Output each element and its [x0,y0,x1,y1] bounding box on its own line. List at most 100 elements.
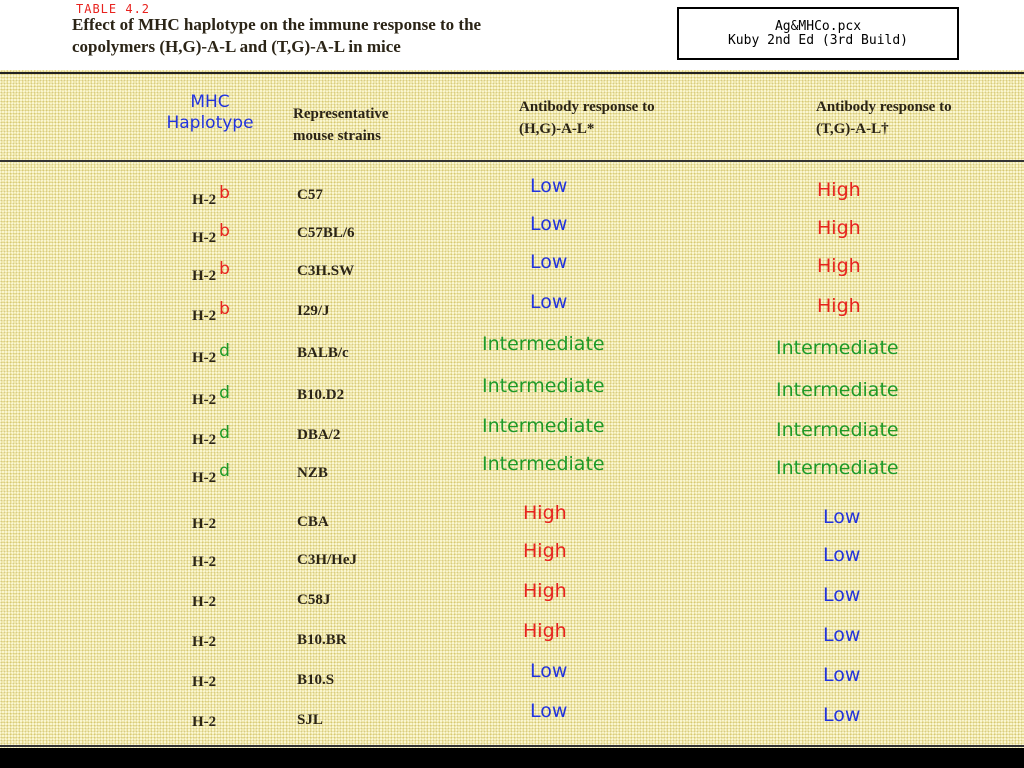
haplotype-cell: H-2 [192,674,216,691]
hg-response-cell: Low [530,291,568,313]
hg-response-cell: Low [530,700,568,722]
haplotype-text: H-2 [192,516,217,532]
haplotype-text: H-2 [192,308,217,324]
strain-cell: C57 [297,187,323,203]
tg-response-cell: High [817,295,861,317]
hg-response-cell: Low [530,213,568,235]
haplotype-allele: d [219,383,230,403]
column-header-mhc-line-2: Haplotype [166,113,254,133]
table-title-line-1: Effect of MHC haplotype on the immune re… [72,15,482,34]
tg-response-cell: Low [823,624,861,646]
haplotype-cell: H-2 b [192,221,230,247]
haplotype-text: H-2 [192,470,217,486]
strain-cell: C57BL/6 [297,225,355,241]
haplotype-allele: b [219,299,230,319]
hg-response-cell: High [523,502,567,524]
haplotype-cell: H-2 b [192,299,230,325]
strain-cell: DBA/2 [297,427,341,443]
haplotype-text: H-2 [192,230,217,246]
strain-cell: B10.S [297,672,335,688]
tg-response-cell: Intermediate [776,379,899,401]
tg-response-cell: Low [823,584,861,606]
tg-response-cell: Intermediate [776,419,899,441]
hg-response-cell: High [523,620,567,642]
haplotype-text: H-2 [192,674,217,690]
hg-response-cell: High [523,540,567,562]
column-header-strains-line-1: Representative [293,106,389,122]
haplotype-text: H-2 [192,714,217,730]
haplotype-cell: H-2 [192,516,216,533]
column-header-hg-line-2: (H,G)-A-L* [519,121,595,137]
haplotype-allele: b [219,221,230,241]
haplotype-cell: H-2 d [192,423,230,449]
tg-response-cell: Intermediate [776,457,899,479]
tg-response-cell: Low [823,704,861,726]
table-number: TABLE 4.2 [76,2,151,16]
hg-response-cell: Intermediate [482,415,605,437]
strain-cell: B10.D2 [297,387,345,403]
haplotype-allele: d [219,423,230,443]
tg-response-cell: High [817,217,861,239]
haplotype-cell: H-2 d [192,383,230,409]
hg-response-cell: Low [530,660,568,682]
haplotype-cell: H-2 [192,714,216,731]
haplotype-cell: H-2 [192,634,216,651]
column-header-strains: Representative mouse strains [293,103,389,147]
haplotype-text: H-2 [192,192,217,208]
haplotype-text: H-2 [192,634,217,650]
haplotype-cell: H-2 d [192,341,230,367]
tg-response-cell: High [817,255,861,277]
column-header-tg-line-1: Antibody response to [816,99,952,115]
strain-cell: C58J [297,592,331,608]
tg-response-cell: Low [823,506,861,528]
haplotype-cell: H-2 b [192,183,230,209]
haplotype-cell: H-2 b [192,259,230,285]
tg-response-cell: High [817,179,861,201]
file-label-box: Ag&MHCo.pcx Kuby 2nd Ed (3rd Build) [677,7,959,60]
table-title: Effect of MHC haplotype on the immune re… [72,14,692,58]
hg-response-cell: Intermediate [482,453,605,475]
table-title-line-2: copolymers (H,G)-A-L and (T,G)-A-L in mi… [72,37,401,56]
haplotype-text: H-2 [192,392,217,408]
column-header-tg-response: Antibody response to (T,G)-A-L† [816,96,952,140]
strain-cell: CBA [297,514,329,530]
strain-cell: C3H.SW [297,263,355,279]
top-rule [0,72,1024,74]
strain-cell: NZB [297,465,328,481]
hg-response-cell: Intermediate [482,375,605,397]
haplotype-cell: H-2 [192,594,216,611]
hg-response-cell: Intermediate [482,333,605,355]
column-header-mhc-haplotype: MHC Haplotype [140,92,280,134]
haplotype-text: H-2 [192,554,217,570]
strain-cell: C3H/HeJ [297,552,357,568]
table-background [0,70,1024,748]
header-rule [0,160,1024,162]
bottom-rule [0,745,1024,747]
column-header-mhc-line-1: MHC [190,92,230,112]
hg-response-cell: Low [530,175,568,197]
tg-response-cell: Low [823,544,861,566]
hg-response-cell: Low [530,251,568,273]
strain-cell: B10.BR [297,632,347,648]
haplotype-allele: b [219,259,230,279]
column-header-strains-line-2: mouse strains [293,128,381,144]
column-header-hg-line-1: Antibody response to [519,99,655,115]
column-header-hg-response: Antibody response to (H,G)-A-L* [519,96,655,140]
haplotype-text: H-2 [192,350,217,366]
haplotype-cell: H-2 [192,554,216,571]
column-header-tg-line-2: (T,G)-A-L† [816,121,889,137]
strain-cell: BALB/c [297,345,349,361]
strain-cell: I29/J [297,303,330,319]
haplotype-allele: b [219,183,230,203]
hg-response-cell: High [523,580,567,602]
haplotype-cell: H-2 d [192,461,230,487]
file-label-name: Ag&MHCo.pcx [774,19,862,34]
footer-bar [0,748,1024,768]
strain-cell: SJL [297,712,323,728]
file-label-edition: Kuby 2nd Ed (3rd Build) [727,33,908,48]
haplotype-text: H-2 [192,594,217,610]
haplotype-allele: d [219,341,230,361]
haplotype-text: H-2 [192,432,217,448]
haplotype-allele: d [219,461,230,481]
tg-response-cell: Intermediate [776,337,899,359]
